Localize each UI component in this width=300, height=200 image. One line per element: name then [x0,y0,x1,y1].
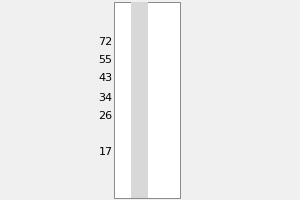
Text: 72: 72 [98,37,112,47]
Text: 34: 34 [98,93,112,103]
Polygon shape [154,94,164,102]
Text: 43: 43 [98,73,112,83]
Text: 17: 17 [98,147,112,157]
Text: 55: 55 [98,55,112,65]
Bar [134,158,145,162]
Text: 26: 26 [98,111,112,121]
Bar [134,96,146,100]
Text: Y79: Y79 [135,5,159,19]
